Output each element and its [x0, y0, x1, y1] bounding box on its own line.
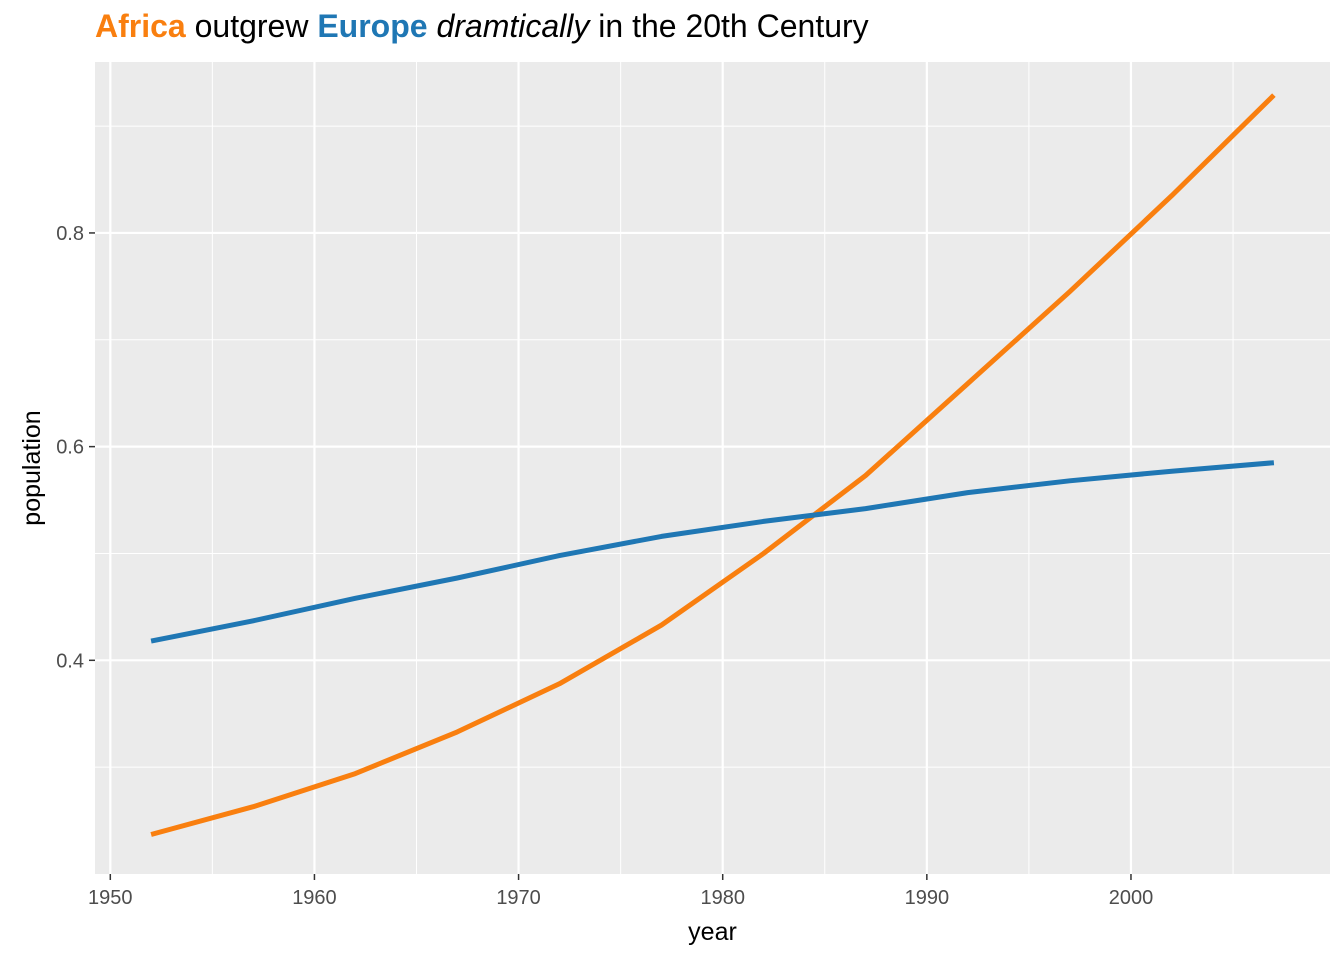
x-tick-label: 1980 [700, 887, 745, 909]
x-tick-label: 1950 [88, 887, 133, 909]
chart-title: Africa outgrew Europe dramtically in the… [95, 8, 869, 45]
y-axis-title: population [18, 410, 46, 525]
x-axis-ticks: 1950 1960 1970 1980 1990 2000 [88, 874, 1153, 909]
minor-gridlines [95, 62, 1330, 874]
title-europe: Europe [317, 8, 428, 44]
series-line-1 [150, 460, 1275, 644]
x-tick-label: 2000 [1109, 887, 1154, 909]
title-text-3: in the 20th Century [589, 8, 869, 44]
series-line-0 [150, 93, 1276, 837]
title-text-1: outgrew [185, 8, 318, 44]
title-emphasis: dramtically [436, 8, 590, 44]
y-axis-ticks: 0.4 0.6 0.8 [56, 223, 95, 672]
x-tick-label: 1960 [292, 887, 337, 909]
y-tick-label: 0.6 [56, 437, 84, 459]
data-series [150, 93, 1276, 837]
x-tick-label: 1970 [496, 887, 541, 909]
x-axis-title: year [688, 918, 737, 946]
major-gridlines [95, 62, 1330, 874]
title-africa: Africa [95, 8, 186, 44]
x-tick-label: 1990 [905, 887, 950, 909]
y-tick-label: 0.8 [56, 223, 84, 245]
y-tick-label: 0.4 [56, 650, 84, 672]
plot-panel [95, 62, 1330, 874]
